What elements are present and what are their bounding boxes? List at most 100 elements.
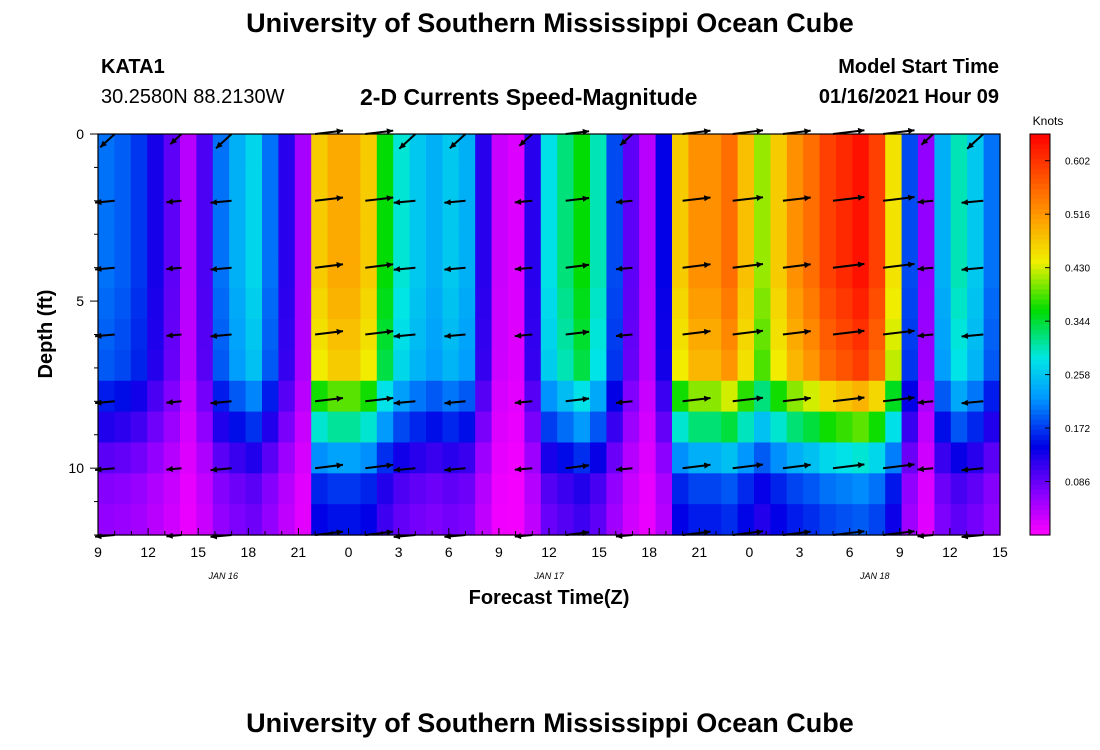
colorbar-segment <box>1030 174 1050 180</box>
vector-arrow-head <box>166 532 173 539</box>
heatmap-cell <box>360 134 378 166</box>
heatmap-cell <box>885 195 903 228</box>
heatmap-cell <box>803 319 821 351</box>
colorbar-segment <box>1030 364 1050 371</box>
heatmap-cell <box>737 257 755 289</box>
x-tick-label: 18 <box>641 544 657 560</box>
heatmap-cell <box>803 380 821 413</box>
heatmap-cell <box>508 380 525 413</box>
heatmap-cell <box>803 195 821 228</box>
vector-arrow-head <box>804 328 811 335</box>
vector-arrow-head <box>514 265 522 272</box>
heatmap-cell <box>622 134 640 166</box>
heatmap-cell <box>376 195 394 228</box>
heatmap-cell <box>458 257 476 289</box>
heatmap-cell <box>114 134 132 166</box>
heatmap-cell <box>278 380 296 413</box>
heatmap-cell <box>130 195 148 228</box>
heatmap-cell <box>557 349 575 382</box>
colorbar-segment <box>1030 164 1050 170</box>
heatmap-cell <box>229 164 247 197</box>
heatmap-cell <box>147 195 165 228</box>
y-tick-label: 5 <box>76 293 84 309</box>
heatmap-cell <box>278 134 296 166</box>
heatmap-cell <box>278 164 296 197</box>
colorbar-segment <box>1030 519 1050 526</box>
colorbar-segment <box>1030 469 1050 476</box>
heatmap-cell <box>918 257 935 289</box>
heatmap-cell <box>655 257 673 289</box>
colorbar-tick-label: 0.430 <box>1065 264 1090 275</box>
vector-arrow-head <box>703 328 711 335</box>
vector-arrow-head <box>615 265 623 272</box>
heatmap-cell <box>655 380 673 413</box>
heatmap-cell <box>655 164 673 197</box>
heatmap-cell <box>704 257 722 289</box>
vector-arrow-head <box>336 529 344 536</box>
heatmap-cell <box>983 411 1001 444</box>
heatmap-cell <box>852 134 870 166</box>
heatmap-cell <box>721 288 739 320</box>
heatmap-cell <box>360 411 378 444</box>
x-tick-label: 0 <box>345 544 353 560</box>
heatmap-cell <box>262 257 279 289</box>
heatmap-cells <box>98 134 1001 536</box>
heatmap-cell <box>393 164 411 197</box>
x-tick-label: 12 <box>541 544 557 560</box>
vector-arrow-head <box>386 262 394 269</box>
heatmap-cell <box>196 195 214 228</box>
vector-arrow-head <box>857 194 865 201</box>
heatmap-cell <box>147 349 165 382</box>
colorbar-segment <box>1030 464 1050 471</box>
colorbar-segment <box>1030 194 1050 200</box>
heatmap-cell <box>458 226 476 258</box>
heatmap-cell <box>606 504 624 536</box>
vector-arrow-head <box>804 395 811 402</box>
heatmap-cell <box>819 226 837 258</box>
x-tick-label: 15 <box>992 544 1008 560</box>
heatmap-cell <box>704 504 722 536</box>
heatmap-cell <box>98 504 115 536</box>
heatmap-cell <box>114 349 132 382</box>
heatmap-cell <box>491 319 509 351</box>
x-tick-label: 6 <box>846 544 854 560</box>
colorbar-tick-label: 0.172 <box>1065 424 1090 435</box>
vector-arrow-head <box>166 465 173 472</box>
heatmap-cell <box>606 257 624 289</box>
heatmap-cell <box>491 164 509 197</box>
colorbar-segment <box>1030 529 1050 536</box>
heatmap-cell <box>196 442 214 474</box>
y-tick-label: 10 <box>68 460 84 476</box>
vector-arrow-head <box>514 466 522 473</box>
vector-arrow-head <box>967 142 974 149</box>
heatmap-cell <box>508 134 525 166</box>
heatmap-cell <box>163 195 181 228</box>
vector-arrow-head <box>907 261 915 268</box>
heatmap-cell <box>426 319 443 351</box>
heatmap-cell <box>967 134 985 166</box>
vector-arrow-head <box>804 128 811 135</box>
heatmap-cell <box>426 134 443 166</box>
heatmap-cell <box>327 411 345 444</box>
heatmap-cell <box>163 226 181 258</box>
heatmap-cell <box>262 134 279 166</box>
heatmap-cell <box>458 504 476 536</box>
colorbar-segment <box>1030 484 1050 491</box>
colorbar-segment <box>1030 394 1050 401</box>
vector-arrow-head <box>336 128 344 135</box>
heatmap-cell <box>540 442 558 474</box>
heatmap-cell <box>376 442 394 474</box>
heatmap-cell <box>557 380 575 413</box>
heatmap-cell <box>180 319 197 351</box>
vector-arrow-head <box>582 195 590 202</box>
heatmap-cell <box>655 319 673 351</box>
heatmap-cell <box>327 319 345 351</box>
heatmap-cell <box>212 411 230 444</box>
axes: 9 12 15 18 21 0 3 6 9 12 15 18 21 0 3 6 9 12 15 JAN 16 JAN 1… <box>68 126 1008 581</box>
colorbar-segment <box>1030 524 1050 531</box>
heatmap-cell <box>278 349 296 382</box>
heatmap-cell <box>426 380 443 413</box>
heatmap-cell <box>983 442 1001 474</box>
colorbar-segment <box>1030 354 1050 361</box>
heatmap-cell <box>114 411 132 444</box>
